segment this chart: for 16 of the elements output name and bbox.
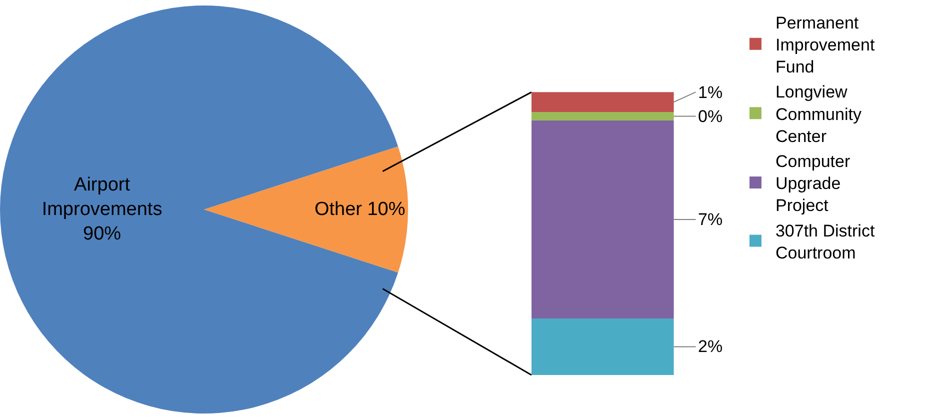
slice-label: Other 10%	[314, 199, 406, 220]
bar	[531, 92, 674, 112]
data-label: 7%	[698, 210, 723, 229]
data-label: 2%	[698, 337, 723, 356]
legend-label: Longview Community Center	[775, 82, 862, 146]
pie-slice	[204, 146, 408, 273]
bar	[531, 120, 674, 318]
data-label: 0%	[698, 107, 723, 126]
bar	[531, 112, 674, 120]
data-label: 1%	[698, 83, 723, 102]
legend-label: Computer Upgrade Project	[775, 152, 850, 216]
bar	[531, 318, 674, 376]
data-label: 90%	[83, 224, 122, 245]
slice-label: Airport Improvements	[42, 174, 162, 220]
legend-label: Permanent Improvement Fund	[775, 13, 875, 77]
legend-label: 307th District Courtroom	[775, 221, 875, 262]
